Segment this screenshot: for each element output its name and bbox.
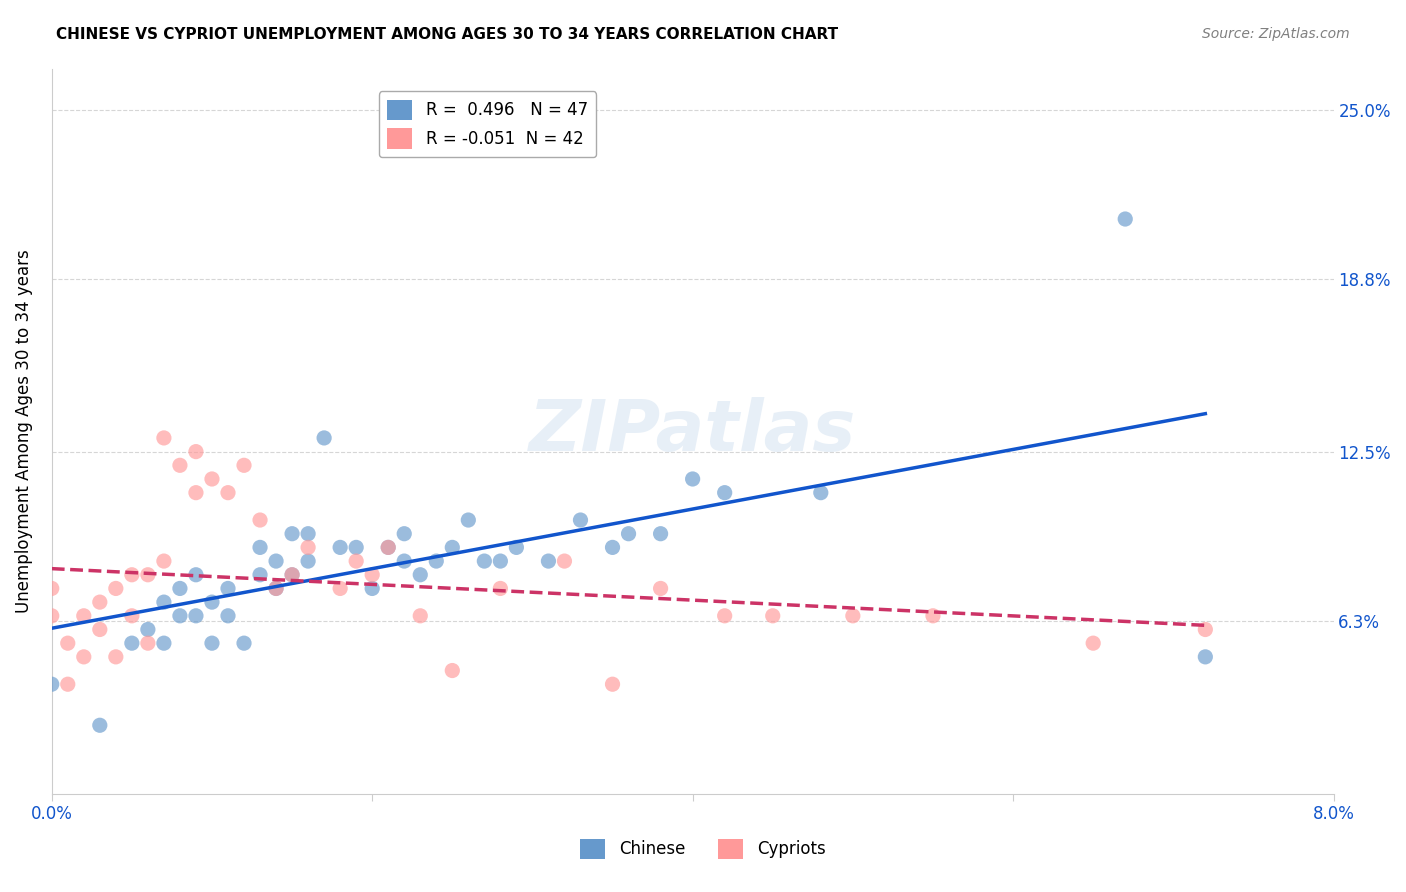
- Cypriots: [89, 623, 111, 637]
- Text: CHINESE VS CYPRIOT UNEMPLOYMENT AMONG AGES 30 TO 34 YEARS CORRELATION CHART: CHINESE VS CYPRIOT UNEMPLOYMENT AMONG AG…: [56, 27, 838, 42]
- Cypriots: [602, 677, 624, 691]
- Cypriots: [104, 582, 127, 596]
- Cypriots: [233, 458, 256, 473]
- Cypriots: [361, 567, 384, 582]
- Chinese: [441, 541, 464, 555]
- Cypriots: [281, 567, 304, 582]
- Chinese: [169, 608, 191, 623]
- Chinese: [201, 595, 224, 609]
- Chinese: [329, 541, 352, 555]
- Chinese: [281, 526, 304, 541]
- Chinese: [314, 431, 336, 445]
- Chinese: [184, 567, 207, 582]
- Chinese: [682, 472, 704, 486]
- Chinese: [297, 554, 319, 568]
- Cypriots: [201, 472, 224, 486]
- Cypriots: [136, 636, 159, 650]
- Chinese: [537, 554, 560, 568]
- Cypriots: [73, 608, 96, 623]
- Text: Source: ZipAtlas.com: Source: ZipAtlas.com: [1202, 27, 1350, 41]
- Cypriots: [41, 608, 63, 623]
- Chinese: [153, 636, 176, 650]
- Cypriots: [553, 554, 575, 568]
- Cypriots: [184, 485, 207, 500]
- Chinese: [89, 718, 111, 732]
- Cypriots: [297, 541, 319, 555]
- Cypriots: [153, 431, 176, 445]
- Chinese: [153, 595, 176, 609]
- Cypriots: [169, 458, 191, 473]
- Cypriots: [1194, 623, 1216, 637]
- Cypriots: [922, 608, 945, 623]
- Chinese: [249, 567, 271, 582]
- Cypriots: [104, 649, 127, 664]
- Chinese: [1114, 212, 1136, 227]
- Chinese: [184, 608, 207, 623]
- Text: ZIPatlas: ZIPatlas: [529, 397, 856, 466]
- Cypriots: [441, 664, 464, 678]
- Chinese: [297, 526, 319, 541]
- Legend: Chinese, Cypriots: Chinese, Cypriots: [574, 832, 832, 866]
- Chinese: [569, 513, 592, 527]
- Cypriots: [264, 582, 287, 596]
- Chinese: [264, 554, 287, 568]
- Chinese: [650, 526, 672, 541]
- Cypriots: [249, 513, 271, 527]
- Chinese: [201, 636, 224, 650]
- Chinese: [169, 582, 191, 596]
- Chinese: [41, 677, 63, 691]
- Cypriots: [56, 636, 79, 650]
- Chinese: [281, 567, 304, 582]
- Chinese: [394, 526, 416, 541]
- Chinese: [249, 541, 271, 555]
- Chinese: [425, 554, 447, 568]
- Cypriots: [489, 582, 512, 596]
- Chinese: [489, 554, 512, 568]
- Cypriots: [842, 608, 865, 623]
- Chinese: [217, 608, 239, 623]
- Cypriots: [650, 582, 672, 596]
- Cypriots: [344, 554, 367, 568]
- Cypriots: [329, 582, 352, 596]
- Chinese: [1194, 649, 1216, 664]
- Cypriots: [713, 608, 735, 623]
- Chinese: [713, 485, 735, 500]
- Chinese: [361, 582, 384, 596]
- Chinese: [810, 485, 832, 500]
- Cypriots: [1083, 636, 1105, 650]
- Chinese: [505, 541, 527, 555]
- Cypriots: [136, 567, 159, 582]
- Cypriots: [217, 485, 239, 500]
- Cypriots: [184, 444, 207, 458]
- Cypriots: [56, 677, 79, 691]
- Cypriots: [89, 595, 111, 609]
- Chinese: [264, 582, 287, 596]
- Cypriots: [409, 608, 432, 623]
- Cypriots: [153, 554, 176, 568]
- Chinese: [457, 513, 479, 527]
- Chinese: [121, 636, 143, 650]
- Chinese: [217, 582, 239, 596]
- Cypriots: [121, 608, 143, 623]
- Chinese: [602, 541, 624, 555]
- Chinese: [344, 541, 367, 555]
- Chinese: [136, 623, 159, 637]
- Chinese: [377, 541, 399, 555]
- Chinese: [233, 636, 256, 650]
- Cypriots: [121, 567, 143, 582]
- Cypriots: [377, 541, 399, 555]
- Cypriots: [73, 649, 96, 664]
- Legend: R =  0.496   N = 47, R = -0.051  N = 42: R = 0.496 N = 47, R = -0.051 N = 42: [380, 91, 596, 157]
- Cypriots: [41, 582, 63, 596]
- Chinese: [394, 554, 416, 568]
- Chinese: [472, 554, 495, 568]
- Chinese: [409, 567, 432, 582]
- Y-axis label: Unemployment Among Ages 30 to 34 years: Unemployment Among Ages 30 to 34 years: [15, 249, 32, 613]
- Cypriots: [762, 608, 785, 623]
- Chinese: [617, 526, 640, 541]
